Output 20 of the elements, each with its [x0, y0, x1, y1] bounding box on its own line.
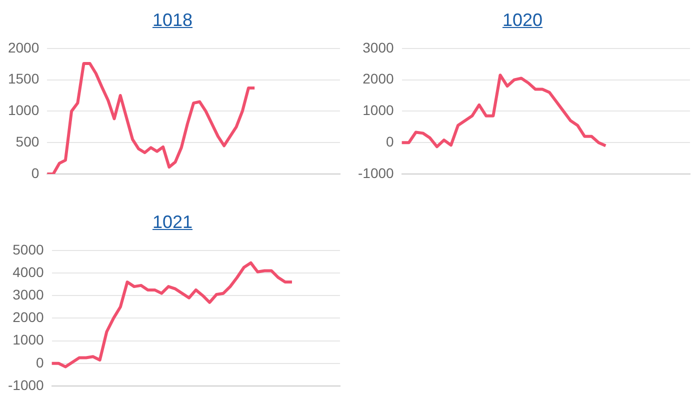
- y-tick-label: 0: [36, 354, 44, 370]
- y-tick-label: -1000: [8, 376, 44, 393]
- y-tick-label: 3000: [12, 286, 44, 302]
- y-tick-label: 2000: [8, 39, 40, 56]
- y-tick-label: 3000: [362, 39, 394, 56]
- chart-title: 1021: [151, 211, 194, 234]
- y-tick-label: 0: [31, 164, 40, 181]
- y-tick-label: 500: [16, 133, 40, 150]
- chart-title: 1020: [501, 9, 544, 32]
- y-tick-label: 4000: [12, 264, 44, 280]
- y-tick-label: 0: [386, 133, 394, 150]
- y-tick-label: 2000: [362, 70, 394, 87]
- y-tick-label: 1000: [12, 332, 44, 348]
- y-tick-label: 5000: [12, 241, 44, 258]
- y-tick-label: 1000: [8, 102, 40, 118]
- chart-title: 1018: [151, 9, 194, 32]
- y-tick-label: -1000: [358, 164, 394, 181]
- y-tick-label: 1500: [8, 70, 40, 87]
- y-tick-label: 2000: [12, 309, 44, 326]
- y-tick-label: 1000: [362, 102, 394, 118]
